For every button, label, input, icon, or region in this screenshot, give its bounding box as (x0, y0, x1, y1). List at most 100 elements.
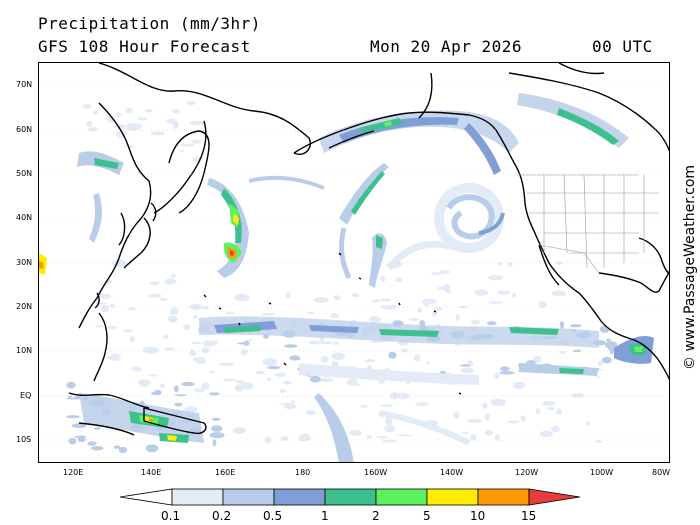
precip-speckle (118, 446, 128, 454)
lon-label-140e: 140E (141, 468, 162, 477)
legend-label-7: 15 (521, 509, 537, 523)
light-precip-field (66, 101, 624, 454)
precip-systems (39, 93, 654, 462)
precip-speckle (168, 315, 178, 323)
precip-legend-bar (119, 488, 581, 506)
legend-swatch-5 (426, 488, 479, 506)
precip-speckle (131, 366, 142, 372)
precip-speckle (179, 150, 185, 153)
precip-speckle (278, 402, 294, 405)
precip-speckle (331, 352, 345, 360)
precip-speckle (133, 123, 143, 130)
precip-speckle (595, 376, 601, 379)
precip-speckle (264, 436, 272, 444)
legend-swatch-6 (477, 488, 530, 506)
precip-speckle (595, 440, 604, 443)
precip-speckle (87, 127, 98, 132)
precip-speckle (195, 356, 207, 365)
precip-speckle (490, 398, 506, 406)
precip-speckle (283, 380, 292, 385)
precip-speckle (234, 384, 244, 392)
precip-speckle (240, 349, 248, 356)
precip-speckle (243, 340, 250, 346)
precip-speckle (279, 389, 286, 393)
precip-speckle (225, 311, 235, 315)
precip-speckle (255, 370, 266, 375)
lon-label-120e: 120E (63, 468, 84, 477)
precip-speckle (186, 101, 196, 105)
precip-speckle (163, 334, 169, 339)
forecast-model: GFS 108 Hour Forecast (38, 37, 251, 56)
precip-speckle (192, 315, 198, 319)
precip-speckle (458, 305, 468, 309)
precip-speckle (482, 402, 488, 410)
precip-speckle (413, 354, 421, 362)
legend-label-5: 5 (423, 509, 431, 523)
map-title: Precipitation (mm/3hr) (38, 14, 261, 33)
precip-speckle (240, 382, 253, 386)
precip-speckle (569, 324, 582, 328)
precip-speckle (128, 307, 136, 311)
precip-speckle (384, 424, 396, 433)
precip-speckle (497, 290, 511, 295)
precip-speckle (189, 120, 205, 126)
precip-speckle (351, 293, 360, 298)
precip-speckle (159, 383, 165, 388)
precip-speckle (559, 350, 566, 354)
precip-speckle (184, 406, 198, 413)
precip-speckle (210, 340, 219, 345)
precip-speckle (500, 366, 510, 372)
precip-speckle (237, 295, 243, 298)
precip-speckle (382, 439, 398, 443)
precip-speckle (209, 371, 215, 374)
legend-right-arrow (528, 488, 581, 506)
precip-speckle (262, 358, 278, 366)
precip-speckle (494, 372, 500, 380)
precip-speckle (484, 429, 493, 436)
precip-speckle (535, 408, 541, 414)
legend-label-6: 10 (470, 509, 486, 523)
precip-speckle (219, 362, 234, 367)
precip-speckle (202, 306, 210, 310)
precip-speckle (423, 304, 430, 307)
precip-speckle (396, 434, 413, 437)
precip-speckle (166, 118, 178, 124)
lat-label-40n: 40N (16, 213, 33, 222)
precip-speckle (71, 423, 87, 429)
lat-label-60n: 60N (16, 125, 33, 134)
precip-speckle (520, 415, 526, 422)
precip-speckle (570, 393, 585, 398)
precip-speckle (383, 307, 397, 310)
precip-speckle (113, 445, 121, 449)
precip-speckle (125, 107, 133, 113)
precip-speckle (148, 293, 162, 298)
precip-speckle (91, 446, 104, 451)
precip-speckle (488, 301, 503, 304)
precip-speckle (164, 278, 177, 285)
precip-speckle (471, 319, 481, 325)
precip-speckle (190, 303, 203, 310)
precip-speckle (408, 318, 420, 321)
forecast-date: Mon 20 Apr 2026 (370, 37, 522, 56)
precip-speckle (164, 347, 175, 351)
precip-speckle (511, 292, 517, 298)
legend-swatch-4 (375, 488, 428, 506)
precip-speckle (380, 404, 394, 408)
precip-speckle (360, 404, 368, 408)
precip-speckle (497, 262, 502, 266)
precip-speckle (532, 355, 542, 361)
precip-speckle (597, 360, 603, 367)
precip-speckle (109, 353, 121, 361)
precip-speckle (137, 117, 148, 121)
precip-speckle (137, 379, 151, 387)
precip-speckle (284, 403, 297, 410)
precip-speckle (290, 400, 296, 403)
precip-speckle (232, 427, 246, 434)
precip-speckle (66, 415, 80, 419)
precip-speckle (599, 325, 610, 333)
precipitation-map (38, 62, 670, 463)
precip-speckle (395, 277, 403, 283)
precip-speckle (107, 325, 117, 330)
precip-speckle (559, 321, 565, 329)
precip-speckle (333, 295, 341, 301)
